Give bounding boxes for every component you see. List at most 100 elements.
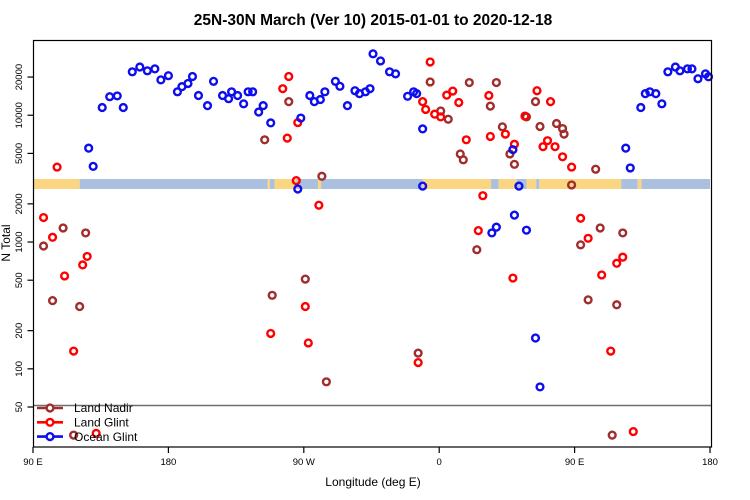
ocean-segment — [269, 179, 275, 189]
data-point-ocean_glint — [625, 163, 635, 173]
data-point-land_nadir — [443, 114, 453, 124]
data-point-ocean_glint — [368, 49, 378, 59]
data-point-land_glint — [576, 213, 586, 223]
data-point-land_nadir — [472, 245, 482, 255]
data-point-ocean_glint — [487, 228, 497, 238]
data-point-land_glint — [473, 226, 483, 236]
y-tick-label: 1000 — [14, 231, 25, 252]
y-tick-label: 200 — [14, 323, 25, 339]
data-point-land_glint — [425, 57, 435, 67]
land-segment — [539, 179, 622, 189]
data-point-land_nadir — [464, 77, 474, 88]
land-segment — [33, 179, 80, 189]
data-point-ocean_glint — [142, 66, 152, 76]
data-point-land_nadir — [69, 430, 79, 440]
data-point-land_glint — [38, 212, 49, 223]
x-tick-label: 90 E — [23, 457, 43, 468]
data-point-land_glint — [484, 90, 494, 101]
data-point-ocean_glint — [342, 101, 353, 111]
data-point-ocean_glint — [640, 89, 650, 99]
data-point-land_glint — [69, 346, 79, 356]
legend-marker-land_nadir — [45, 403, 55, 413]
data-point-land_glint — [282, 133, 292, 143]
data-point-ocean_glint — [375, 56, 386, 66]
data-point-land_glint — [485, 131, 495, 142]
data-point-ocean_glint — [418, 124, 428, 134]
y-tick-label: 2000 — [14, 193, 25, 214]
data-point-land_nadir — [47, 296, 58, 306]
data-point-ocean_glint — [521, 225, 532, 235]
data-point-land_nadir — [618, 228, 628, 238]
data-point-land_glint — [448, 86, 458, 96]
data-point-ocean_glint — [84, 143, 94, 153]
data-point-land_glint — [542, 136, 553, 146]
data-point-land_glint — [508, 273, 518, 283]
data-point-ocean_glint — [135, 62, 145, 72]
data-point-ocean_glint — [202, 101, 213, 111]
data-point-land_glint — [628, 426, 638, 437]
data-point-ocean_glint — [514, 181, 524, 191]
data-point-land_nadir — [595, 223, 605, 233]
data-point-land_glint — [442, 90, 452, 100]
x-tick-label: 90 W — [293, 457, 315, 468]
data-point-ocean_glint — [530, 333, 541, 343]
data-point-land_glint — [418, 97, 428, 107]
land-segment — [274, 179, 297, 189]
land-ocean-band — [33, 179, 710, 189]
data-point-land_glint — [557, 152, 568, 162]
data-point-ocean_glint — [172, 87, 183, 97]
data-point-ocean_glint — [248, 87, 258, 97]
data-point-land_nadir — [485, 101, 495, 111]
data-point-land_glint — [618, 252, 628, 262]
ocean-segment — [79, 179, 268, 189]
data-point-land_nadir — [566, 180, 577, 190]
data-point-land_nadir — [75, 301, 85, 312]
data-point-land_glint — [291, 176, 301, 186]
data-point-ocean_glint — [418, 181, 428, 191]
data-point-ocean_glint — [187, 71, 198, 82]
data-point-ocean_glint — [693, 74, 703, 84]
chart-title: 25N-30N March (Ver 10) 2015-01-01 to 202… — [194, 12, 553, 29]
data-point-land_glint — [52, 162, 62, 172]
data-point-ocean_glint — [491, 222, 501, 232]
data-point-ocean_glint — [118, 102, 128, 113]
data-point-ocean_glint — [254, 107, 264, 117]
data-point-land_glint — [303, 338, 313, 348]
data-point-ocean_glint — [687, 64, 697, 74]
legend-label: Land Nadir — [74, 401, 133, 415]
data-point-ocean_glint — [535, 382, 545, 392]
data-point-land_glint — [606, 346, 616, 356]
data-point-land_nadir — [81, 228, 91, 238]
ocean-segment — [536, 179, 540, 189]
data-point-ocean_glint — [243, 87, 253, 97]
ocean-segment — [491, 179, 499, 189]
data-point-ocean_glint — [330, 76, 340, 86]
data-point-land_nadir — [267, 290, 277, 300]
y-tick-label: 50 — [14, 402, 25, 413]
data-point-ocean_glint — [266, 118, 276, 128]
legend-marker-ocean_glint — [45, 432, 55, 442]
legend-label: Land Glint — [74, 416, 129, 430]
x-tick-label: 90 E — [565, 457, 585, 468]
data-point-land_nadir — [551, 118, 562, 129]
data-point-land_glint — [612, 258, 622, 268]
data-point-land_nadir — [607, 430, 617, 440]
data-point-ocean_glint — [88, 161, 98, 171]
data-point-land_nadir — [559, 129, 569, 139]
data-point-land_nadir — [260, 135, 270, 145]
data-point-land_glint — [314, 200, 324, 210]
data-point-land_glint — [500, 129, 510, 139]
ocean-segment — [641, 179, 710, 189]
data-point-ocean_glint — [320, 87, 330, 97]
data-point-land_glint — [461, 135, 471, 145]
data-point-ocean_glint — [651, 89, 661, 99]
data-point-land_nadir — [317, 171, 327, 181]
x-tick-label: 0 — [437, 457, 442, 468]
data-point-ocean_glint — [508, 145, 518, 155]
y-tick-label: 10000 — [14, 102, 25, 128]
data-point-land_nadir — [413, 348, 423, 358]
data-point-land_nadir — [535, 121, 545, 132]
data-point-ocean_glint — [193, 90, 204, 101]
plot-border — [32, 39, 713, 448]
